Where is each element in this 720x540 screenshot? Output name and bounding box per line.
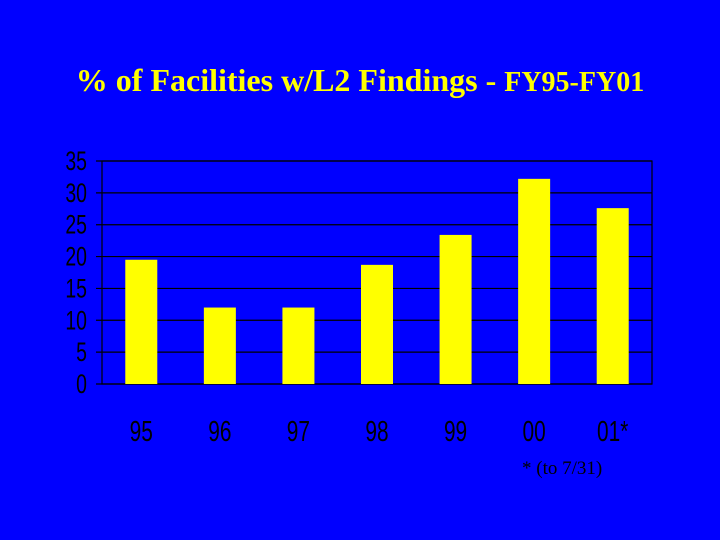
chart-title: % of Facilities w/L2 Findings - FY95-FY0… [0, 62, 720, 99]
bar-01 [596, 208, 629, 384]
bar-96 [203, 307, 236, 384]
y-tick-label: 5 [76, 337, 87, 367]
y-tick-label: 35 [65, 146, 87, 176]
y-tick-label: 0 [76, 369, 87, 399]
title-main: % of Facilities w/L2 Findings - [75, 62, 497, 98]
x-tick-label: 97 [287, 416, 310, 448]
bar-97 [282, 307, 315, 384]
y-tick-label: 25 [65, 210, 87, 240]
y-tick-label: 10 [65, 305, 87, 335]
bars [125, 178, 629, 384]
x-tick-label: 95 [130, 416, 153, 448]
bar-99 [439, 234, 472, 384]
bar-95 [125, 259, 158, 384]
x-tick-label: 98 [365, 416, 388, 448]
title-sub: FY95-FY01 [504, 67, 645, 98]
y-tick-label: 30 [65, 178, 87, 208]
x-axis-ticks: 95 96 97 98 99 00 01* [130, 416, 629, 448]
bar-98 [361, 264, 393, 384]
x-tick-label: 00 [523, 416, 546, 448]
footnote: * (to 7/31) [522, 458, 603, 479]
bar-00 [518, 178, 551, 384]
y-tick-label: 15 [65, 273, 87, 303]
y-tick-label: 20 [65, 241, 87, 271]
x-tick-label: 99 [444, 416, 467, 448]
x-tick-label: 96 [208, 416, 231, 448]
x-tick-label: 01* [597, 416, 628, 448]
